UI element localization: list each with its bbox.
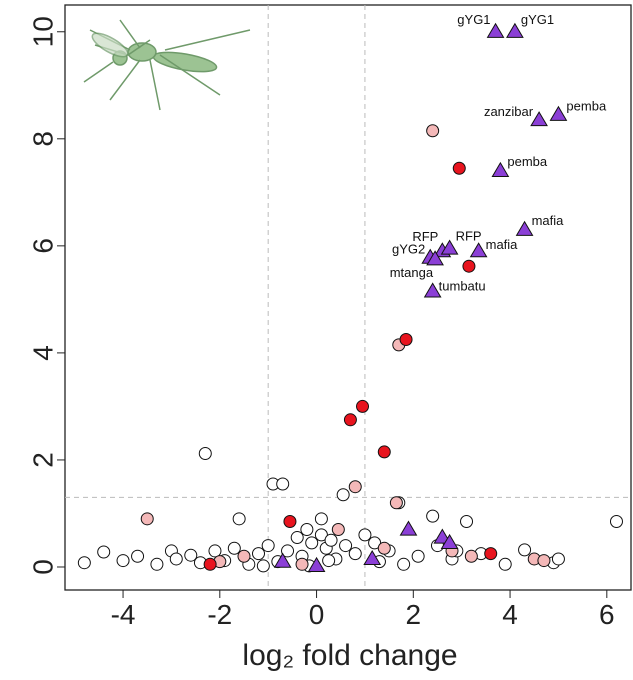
circle-point: [305, 536, 319, 550]
circle-point: [389, 496, 403, 510]
circle-point: [203, 557, 217, 571]
point-label: mafia: [486, 237, 519, 252]
circle-point: [399, 333, 413, 347]
circle-point: [551, 552, 565, 566]
circle-point: [314, 512, 328, 526]
circle-point: [343, 413, 357, 427]
circle-point: [77, 556, 91, 570]
triangle-point: [399, 520, 418, 536]
circle-point: [609, 514, 623, 528]
circle-point: [339, 539, 353, 553]
circle-point: [208, 544, 222, 558]
circle-point: [252, 547, 266, 561]
y-tick-label: 10: [27, 16, 58, 47]
circle-point: [184, 548, 198, 562]
circle-point: [397, 557, 411, 571]
x-tick-label: -4: [111, 599, 136, 630]
circle-point: [348, 480, 362, 494]
circle-point: [97, 545, 111, 559]
circle-point: [283, 514, 297, 528]
y-tick-label: 8: [27, 131, 58, 147]
circle-point: [358, 528, 372, 542]
circle-point: [281, 544, 295, 558]
circle-point: [377, 445, 391, 459]
circle-point: [498, 557, 512, 571]
triangle-point: [363, 549, 382, 566]
circle-point: [227, 541, 241, 555]
circle-point: [462, 259, 476, 273]
point-label: pemba: [507, 154, 548, 169]
point-label: mtanga: [390, 265, 434, 280]
triangle-point: [440, 533, 459, 550]
triangle-point: [515, 220, 534, 236]
x-tick-label: 0: [309, 599, 325, 630]
circle-point: [460, 514, 474, 528]
point-label: RFP: [412, 229, 438, 244]
circle-point: [336, 488, 350, 502]
mosquito-illustration: [83, 19, 251, 111]
circle-point: [232, 512, 246, 526]
circle-point: [116, 554, 130, 568]
circle-point: [331, 523, 345, 537]
x-tick-label: 4: [502, 599, 518, 630]
circle-point: [198, 447, 212, 461]
y-tick-label: 0: [27, 559, 58, 575]
point-label: gYG2: [392, 242, 425, 257]
point-label: gYG1: [457, 12, 490, 27]
point-label: RFP: [456, 229, 482, 244]
circle-point: [464, 549, 478, 563]
triangle-point: [469, 242, 488, 258]
circle-point: [411, 549, 425, 563]
circle-point: [537, 554, 551, 568]
circle-point: [518, 543, 532, 557]
x-axis-title: log₂ fold change: [242, 639, 457, 672]
circle-point: [377, 541, 391, 555]
circle-point: [290, 531, 304, 545]
circle-point: [150, 557, 164, 571]
circle-point: [348, 547, 362, 561]
triangle-point: [491, 161, 510, 178]
triangle-point: [307, 556, 326, 573]
circle-point: [426, 509, 440, 523]
circle-point: [256, 559, 270, 573]
point-label: tumbatu: [439, 278, 486, 293]
y-tick-label: 6: [27, 238, 58, 254]
y-tick-label: 2: [27, 452, 58, 468]
circle-point: [261, 539, 275, 553]
point-label: gYG1: [521, 12, 554, 27]
triangle-point: [506, 22, 524, 38]
point-label: zanzibar: [484, 104, 534, 119]
circle-point: [300, 523, 314, 537]
circle-point: [484, 547, 498, 561]
triangle-point: [549, 105, 568, 121]
circle-point: [140, 512, 154, 526]
circle-point: [324, 533, 338, 547]
triangle-point: [486, 22, 505, 38]
circle-point: [426, 124, 440, 138]
triangle-point: [530, 111, 548, 127]
circle-point: [237, 549, 251, 563]
point-label: mafia: [532, 213, 565, 228]
y-tick-label: 4: [27, 345, 58, 361]
x-tick-label: -2: [207, 599, 232, 630]
point-label: pemba: [566, 99, 607, 114]
circle-point: [356, 399, 370, 413]
triangle-point: [273, 552, 292, 568]
circle-point: [322, 554, 336, 568]
triangle-point: [426, 250, 444, 266]
circle-point: [169, 552, 183, 566]
circle-point: [131, 549, 145, 563]
circle-point: [276, 477, 290, 491]
x-tick-label: 2: [406, 599, 422, 630]
plot-frame: [64, 4, 632, 591]
x-tick-label: 6: [599, 599, 615, 630]
triangle-point: [440, 239, 459, 255]
triangle-point: [423, 282, 442, 298]
circle-point: [452, 161, 466, 175]
circle-point: [295, 557, 309, 571]
